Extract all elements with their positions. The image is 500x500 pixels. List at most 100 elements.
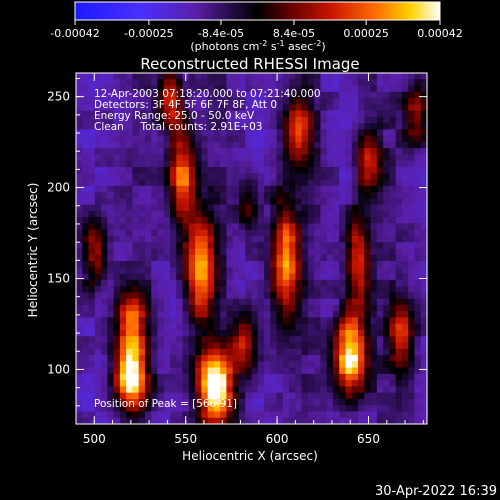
heatmap-cell: [207, 261, 215, 268]
heatmap-cell: [238, 91, 246, 99]
heatmap-cell: [326, 386, 334, 394]
heatmap-cell: [119, 267, 127, 275]
heatmap-cell: [126, 135, 134, 143]
heatmap-cell: [307, 135, 315, 143]
heatmap-cell: [370, 323, 378, 331]
heatmap-cell: [144, 329, 152, 337]
heatmap-cell: [383, 348, 390, 356]
heatmap-cell: [232, 173, 240, 181]
heatmap-cell: [264, 405, 271, 413]
heatmap-cell: [138, 367, 146, 375]
heatmap-cell: [163, 179, 171, 187]
heatmap-cell: [144, 380, 152, 387]
heatmap-cell: [264, 79, 271, 87]
heatmap-cell: [163, 129, 171, 137]
heatmap-cell: [314, 254, 322, 262]
heatmap-cell: [151, 367, 159, 375]
heatmap-cell: [383, 286, 390, 293]
heatmap-cell: [295, 160, 303, 168]
heatmap-cell: [201, 229, 209, 237]
heatmap-cell: [82, 304, 90, 312]
heatmap-cell: [420, 154, 428, 162]
heatmap-cell: [138, 355, 146, 362]
heatmap-cell: [257, 392, 265, 400]
heatmap-cell: [307, 204, 315, 212]
heatmap-cell: [408, 292, 416, 300]
heatmap-cell: [414, 160, 422, 168]
heatmap-cell: [138, 292, 146, 300]
heatmap-cell: [408, 185, 416, 193]
heatmap-cell: [226, 223, 234, 231]
heatmap-cell: [383, 267, 390, 275]
heatmap-cell: [226, 235, 234, 243]
heatmap-cell: [314, 116, 322, 124]
heatmap-cell: [170, 329, 177, 337]
heatmap-cell: [383, 392, 390, 400]
heatmap-cell: [138, 179, 146, 187]
heatmap-cell: [257, 141, 265, 149]
heatmap-cell: [113, 417, 121, 425]
heatmap-cell: [232, 229, 240, 237]
heatmap-cell: [220, 91, 228, 99]
heatmap-cell: [101, 235, 108, 243]
heatmap-cell: [364, 355, 372, 362]
heatmap-cell: [151, 242, 159, 250]
heatmap-cell: [383, 261, 390, 268]
heatmap-cell: [238, 167, 246, 174]
heatmap-cell: [195, 129, 202, 137]
heatmap-cell: [176, 229, 184, 237]
heatmap-cell: [138, 398, 146, 406]
heatmap-cell: [395, 267, 403, 275]
heatmap-cell: [345, 323, 353, 331]
heatmap-cell: [401, 98, 409, 105]
heatmap-cell: [144, 185, 152, 193]
heatmap-cell: [408, 192, 416, 199]
heatmap-cell: [376, 217, 384, 225]
colorbar-gradient: [74, 1, 441, 21]
heatmap-cell: [358, 267, 365, 275]
heatmap-cell: [326, 286, 334, 293]
heatmap-cell: [282, 405, 290, 413]
heatmap-cell: [232, 286, 240, 293]
heatmap-cell: [226, 185, 234, 193]
heatmap-cell: [295, 148, 303, 156]
heatmap-cell: [176, 329, 184, 337]
heatmap-cell: [395, 204, 403, 212]
heatmap-cell: [213, 223, 221, 231]
heatmap-cell: [126, 185, 134, 193]
heatmap-cell: [88, 398, 96, 406]
heatmap-cell: [226, 361, 234, 369]
heatmap-cell: [351, 317, 359, 325]
heatmap-cell: [201, 135, 209, 143]
heatmap-cell: [201, 292, 209, 300]
heatmap-cell: [264, 273, 271, 281]
heatmap-cell: [345, 160, 353, 168]
heatmap-cell: [126, 154, 134, 162]
heatmap-cell: [188, 85, 196, 93]
heatmap-cell: [364, 367, 372, 375]
heatmap-cell: [276, 380, 284, 387]
heatmap-cell: [195, 148, 202, 156]
heatmap-cell: [301, 392, 309, 400]
heatmap-cell: [226, 292, 234, 300]
plot-frame: [75, 72, 428, 425]
heatmap-cell: [364, 286, 372, 293]
heatmap-cell: [251, 248, 259, 256]
heatmap-cell: [282, 286, 290, 293]
heatmap-cell: [170, 386, 177, 394]
heatmap-cell: [314, 104, 322, 112]
heatmap-cell: [170, 192, 177, 199]
heatmap-cell: [126, 192, 134, 199]
heatmap-cell: [276, 342, 284, 350]
heatmap-cell: [220, 229, 228, 237]
heatmap-cell: [144, 217, 152, 225]
heatmap-cell: [383, 154, 390, 162]
heatmap-cell: [320, 185, 328, 193]
heatmap-cell: [245, 229, 253, 237]
heatmap-cell: [163, 192, 171, 199]
heatmap-cell: [307, 242, 315, 250]
heatmap-cell: [226, 405, 234, 413]
heatmap-cell: [289, 311, 296, 319]
heatmap-cell: [301, 148, 309, 156]
heatmap-cell: [251, 329, 259, 337]
